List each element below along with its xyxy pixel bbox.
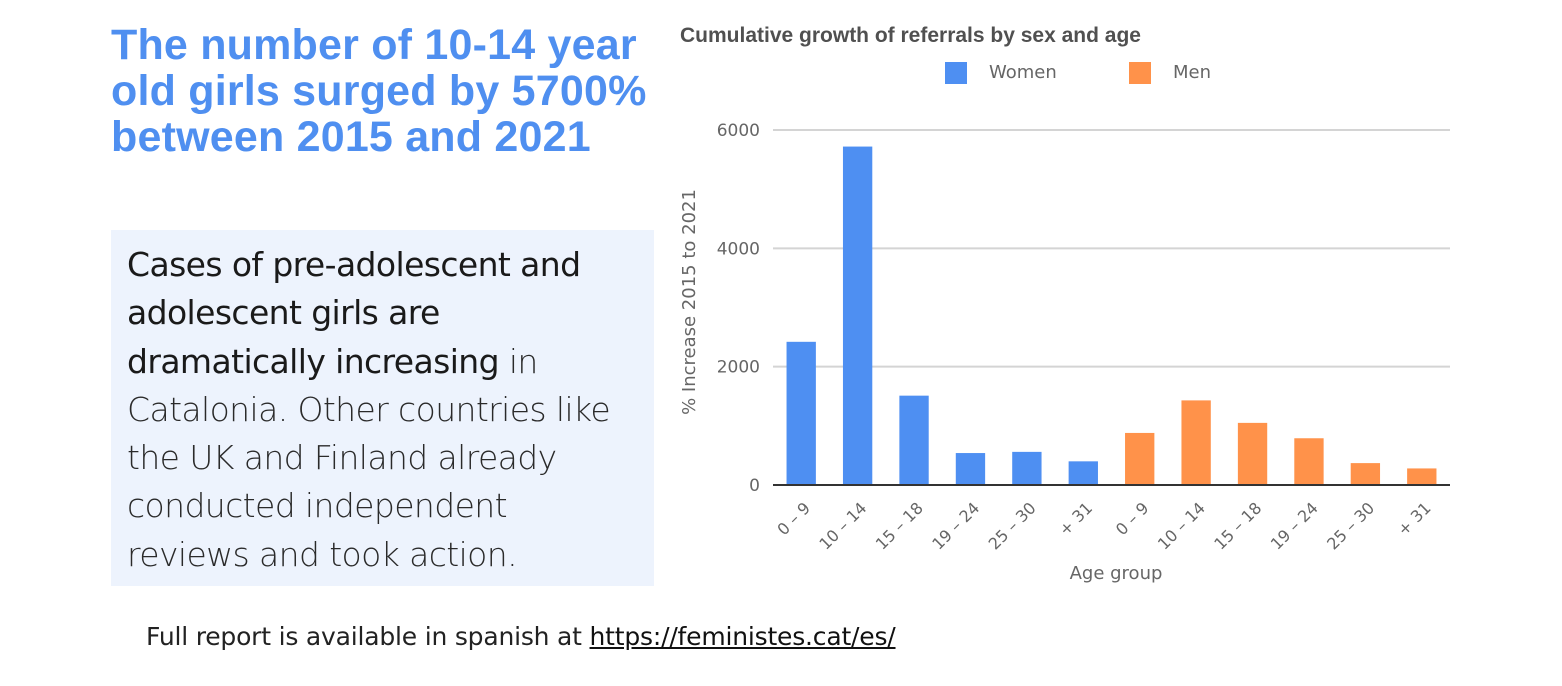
report-link[interactable]: https://feministes.cat/es/ bbox=[589, 622, 896, 651]
x-tick-label-3: 19 – 24 bbox=[928, 498, 983, 553]
callout-strong-text: Cases of pre-adolescent and adolescent g… bbox=[127, 245, 581, 381]
headline: The number of 10-14 year old girls surge… bbox=[111, 21, 647, 161]
x-tick-label-8: 15 – 18 bbox=[1210, 498, 1265, 553]
legend-swatch-men bbox=[1129, 62, 1151, 84]
x-tick-label-9: 19 – 24 bbox=[1267, 498, 1322, 553]
bar-men-8 bbox=[1237, 422, 1268, 485]
footer-note: Full report is available in spanish at h… bbox=[146, 622, 896, 651]
y-axis-title: % Increase 2015 to 2021 bbox=[679, 189, 700, 415]
footer-prefix: Full report is available in spanish at bbox=[146, 622, 590, 651]
bar-women-4 bbox=[1012, 451, 1042, 485]
x-tick-label-10: 25 – 30 bbox=[1323, 498, 1378, 553]
legend-label-men: Men bbox=[1173, 62, 1211, 83]
bar-men-9 bbox=[1294, 438, 1324, 485]
callout-text: Cases of pre-adolescent and adolescent g… bbox=[127, 241, 638, 579]
callout-rest-text: in Catalonia. Other countries like the U… bbox=[127, 341, 611, 574]
bar-men-7 bbox=[1181, 400, 1211, 485]
y-tick-label-2000: 2000 bbox=[717, 358, 760, 378]
legend-swatch-women bbox=[945, 62, 967, 84]
bar-women-0 bbox=[786, 341, 816, 485]
bar-men-6 bbox=[1125, 432, 1155, 485]
legend-label-women: Women bbox=[989, 62, 1057, 83]
bar-men-10 bbox=[1350, 463, 1381, 485]
x-tick-label-4: 25 – 30 bbox=[985, 498, 1040, 553]
chart-title: Cumulative growth of referrals by sex an… bbox=[680, 24, 1141, 47]
y-tick-label-4000: 4000 bbox=[717, 239, 760, 259]
x-tick-label-6: 0 – 9 bbox=[1112, 498, 1153, 539]
callout-box: Cases of pre-adolescent and adolescent g… bbox=[111, 230, 654, 586]
y-tick-label-0: 0 bbox=[749, 476, 760, 496]
bar-women-2 bbox=[899, 395, 929, 485]
x-tick-label-1: 10 – 14 bbox=[815, 498, 870, 553]
y-tick-label-6000: 6000 bbox=[717, 121, 760, 141]
bar-women-3 bbox=[955, 453, 986, 485]
bar-women-5 bbox=[1068, 461, 1098, 485]
x-tick-label-7: 10 – 14 bbox=[1154, 498, 1209, 553]
x-tick-label-11: + 31 bbox=[1394, 498, 1435, 539]
bar-women-1 bbox=[842, 146, 873, 486]
x-tick-label-5: + 31 bbox=[1055, 498, 1096, 539]
x-axis-title: Age group bbox=[1070, 563, 1163, 584]
x-tick-label-0: 0 – 9 bbox=[773, 498, 814, 539]
x-tick-label-2: 15 – 18 bbox=[872, 498, 927, 553]
bar-men-11 bbox=[1407, 468, 1437, 485]
